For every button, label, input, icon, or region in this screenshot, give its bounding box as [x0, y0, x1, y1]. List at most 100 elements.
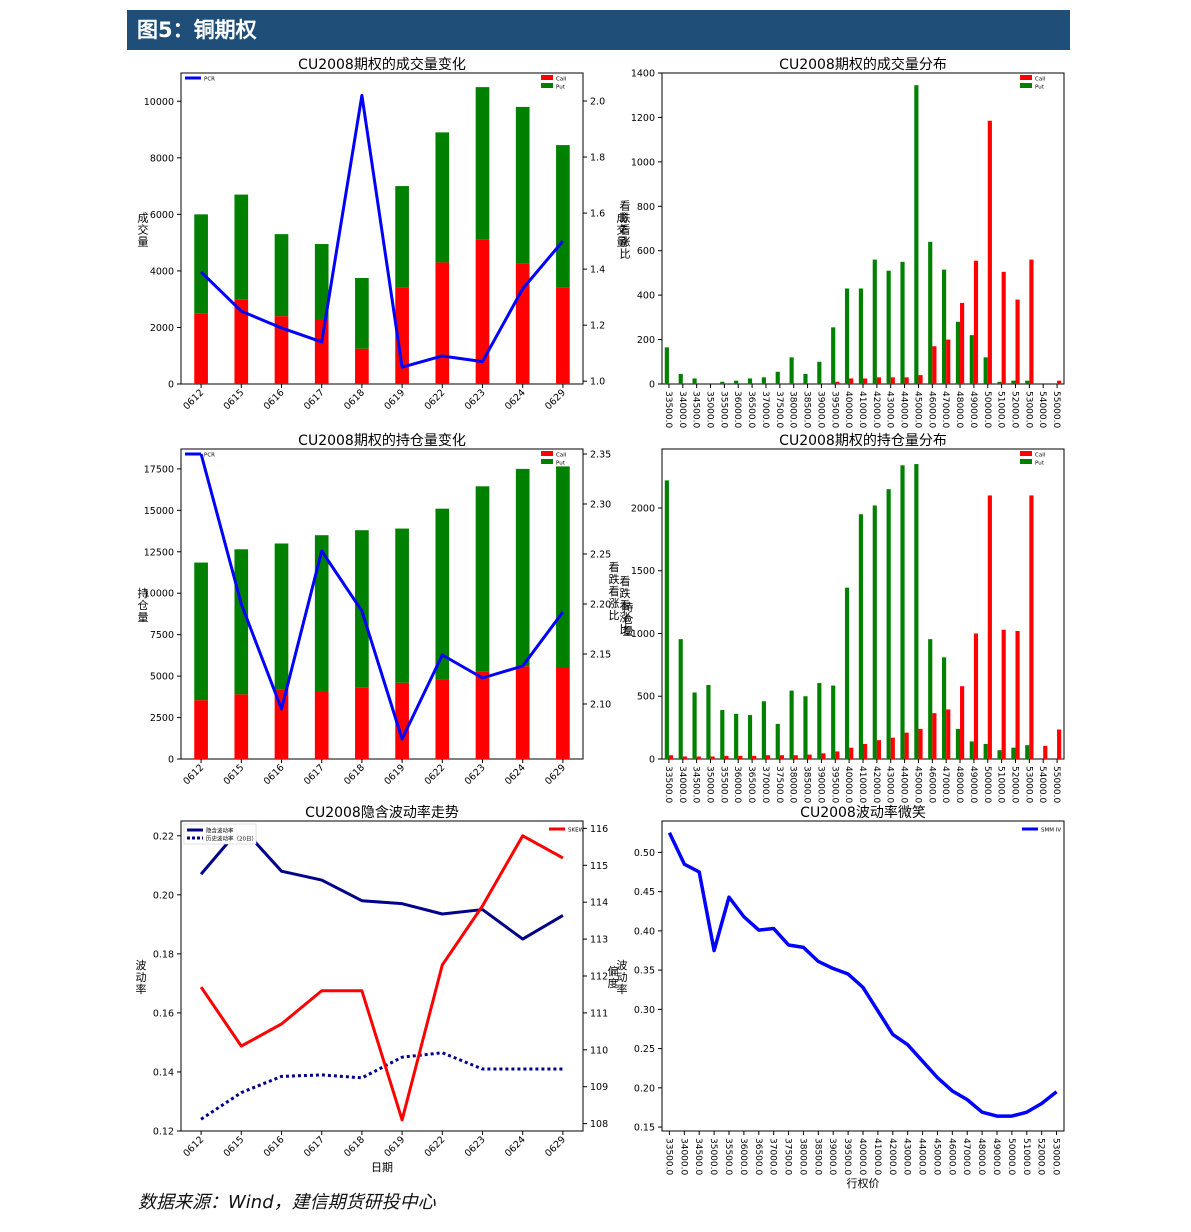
bar-put — [720, 710, 725, 759]
x-tick-label: 0619 — [382, 1134, 407, 1159]
x-tick-label: 39500.0 — [829, 766, 839, 803]
x-tick-label: 40000.0 — [857, 1138, 867, 1175]
bar-put — [858, 514, 863, 759]
bar-call — [807, 754, 812, 759]
bar-call — [435, 262, 450, 384]
bar-put — [928, 639, 933, 759]
x-tick-label: 39000.0 — [815, 391, 825, 428]
y-left-tick-label: 0.30 — [634, 1005, 655, 1016]
y-left-tick-label: 15000 — [144, 506, 174, 517]
y-right-tick-label: 113 — [590, 935, 608, 946]
bar-put — [664, 480, 669, 759]
bar-call — [932, 346, 937, 384]
bar-call — [1057, 380, 1062, 384]
legend-swatch — [1020, 75, 1032, 80]
x-tick-label: 48000.0 — [954, 766, 964, 803]
bar-put — [997, 750, 1002, 759]
bar-call — [918, 728, 923, 759]
bar-put — [844, 587, 850, 759]
bar-call — [1015, 630, 1020, 759]
x-tick-label: 39000.0 — [827, 1138, 837, 1175]
bar-put — [706, 684, 711, 759]
x-tick-label: 36500.0 — [753, 1138, 763, 1175]
x-tick-label: 34000.0 — [677, 766, 687, 803]
bar-put — [194, 214, 208, 314]
bar-call — [960, 302, 965, 384]
legend-label: PCR — [204, 77, 215, 83]
x-tick-label: 0622 — [423, 387, 448, 412]
x-tick-label: 47000.0 — [961, 1138, 971, 1175]
legend-label: SKEW — [568, 828, 585, 834]
bar-put — [803, 696, 808, 759]
bar-call — [738, 755, 743, 759]
x-tick-label: 35500.0 — [723, 1138, 733, 1175]
x-tick-label: 0616 — [262, 387, 287, 412]
bar-put — [886, 489, 891, 759]
x-tick-label: 37000.0 — [760, 766, 770, 803]
y-right-tick-label: 115 — [590, 861, 608, 872]
x-tick-label: 36500.0 — [746, 766, 756, 803]
x-tick-label: 33500.0 — [663, 1138, 673, 1175]
x-tick-label: 0629 — [543, 762, 568, 787]
x-tick-label: 37500.0 — [783, 1138, 793, 1175]
bar-call — [435, 679, 450, 759]
bar-call — [724, 755, 729, 759]
y-right-tick-label: 1.6 — [590, 209, 605, 220]
bar-call — [973, 260, 979, 384]
x-tick-label: 34500.0 — [693, 1138, 703, 1175]
x-tick-label: 0612 — [181, 387, 206, 412]
bar-put — [274, 234, 289, 317]
bar-call — [1057, 729, 1062, 759]
bar-put — [435, 132, 450, 263]
y-right-tick-label: 108 — [590, 1119, 608, 1130]
bar-put — [789, 690, 794, 759]
bar-put — [761, 377, 766, 384]
legend-swatch — [541, 459, 553, 464]
y-left-tick-label: 0.50 — [634, 848, 655, 859]
x-tick-label: 51000.0 — [996, 766, 1006, 803]
x-tick-label: 48000.0 — [976, 1138, 986, 1175]
y-axis-label-right: 偏度 — [608, 964, 619, 990]
y-left-tick-label: 400 — [637, 291, 655, 302]
chart-iv-trend: CU2008隐含波动率走势 0.12 0.14 0.16 0.18 0.20 0.22 108… — [136, 804, 619, 1174]
bar-call — [765, 755, 771, 759]
x-tick-label: 38000.0 — [788, 391, 798, 428]
x-tick-label: 52000.0 — [1009, 391, 1019, 428]
y-axis-label-right: 看跌看涨比 — [620, 199, 631, 261]
y-left-tick-label: 0.20 — [634, 1083, 655, 1094]
bar-put — [955, 321, 961, 384]
x-tick-label: 0612 — [181, 1134, 206, 1159]
bar-put — [664, 347, 669, 384]
y-right-tick-label: 112 — [590, 972, 608, 983]
y-right-tick-label: 2.15 — [590, 650, 611, 661]
x-tick-label: 41000.0 — [857, 766, 867, 803]
bar-call — [987, 495, 992, 759]
chart-vol-smile: CU2008波动率微笑 0.15 0.20 0.25 0.30 0.35 0.40 0.45 0… — [617, 804, 1065, 1190]
y-left-tick-label: 5000 — [150, 672, 174, 683]
plot-frame — [180, 72, 584, 385]
bar-call — [904, 377, 909, 384]
bar-call — [849, 378, 854, 384]
bar-put — [775, 723, 780, 759]
bar-put — [692, 692, 697, 759]
bar-put — [747, 715, 753, 759]
bar-call — [793, 755, 798, 759]
bar-put — [775, 371, 780, 384]
y-left-tick-label: 0 — [168, 380, 174, 391]
bar-put — [720, 381, 725, 384]
y-left-tick-label: 12500 — [144, 547, 174, 558]
y-right-tick-label: 1.4 — [590, 265, 605, 276]
legend-label: Put — [1035, 85, 1045, 91]
x-axis-label: 日期 — [371, 1161, 393, 1174]
x-tick-label: 0623 — [463, 1134, 488, 1159]
bar-call — [752, 755, 757, 759]
x-tick-label: 0624 — [503, 762, 528, 787]
x-tick-label: 39500.0 — [829, 391, 839, 428]
x-tick-label: 42000.0 — [887, 1138, 897, 1175]
x-axis-label: 行权价 — [847, 1177, 880, 1190]
y-left-tick-label: 0 — [649, 755, 655, 766]
x-tick-label: 47000.0 — [940, 766, 950, 803]
x-tick-label: 0623 — [463, 387, 488, 412]
bar-call — [863, 743, 868, 759]
x-tick-label: 46000.0 — [946, 1138, 956, 1175]
